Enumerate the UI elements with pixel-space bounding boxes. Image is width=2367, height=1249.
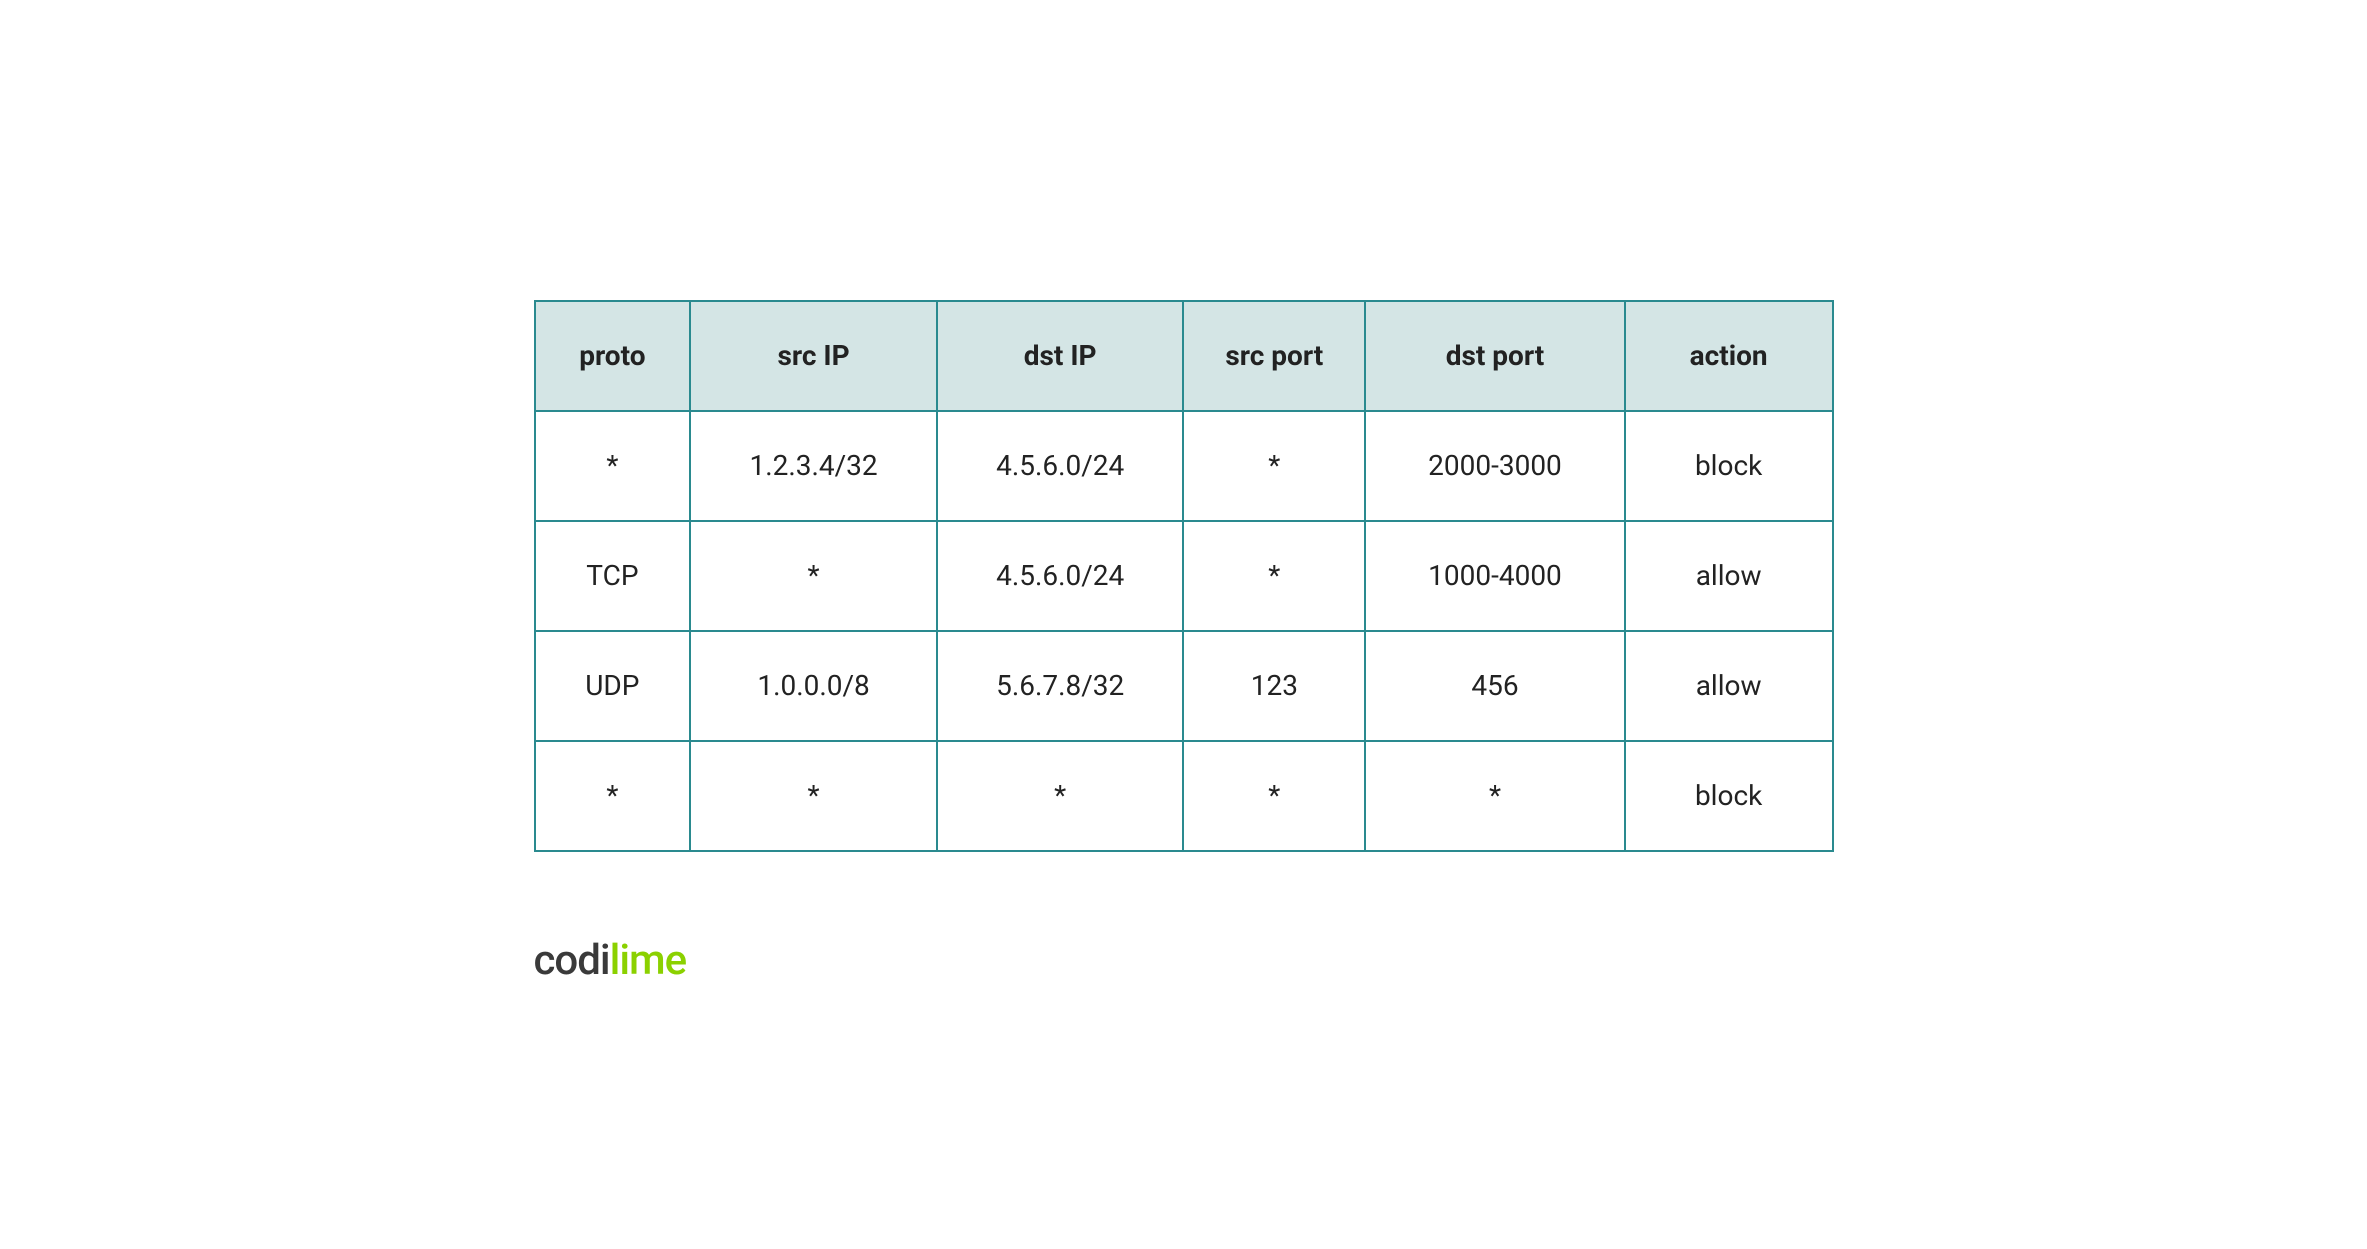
cell: block (1625, 411, 1833, 521)
cell: TCP (535, 521, 691, 631)
cell: * (690, 741, 937, 851)
cell: 4.5.6.0/24 (937, 411, 1184, 521)
firewall-rules-table: proto src IP dst IP src port dst port ac… (534, 300, 1834, 852)
cell: * (1183, 521, 1365, 631)
table-row: * * * * * block (535, 741, 1833, 851)
table-row: UDP 1.0.0.0/8 5.6.7.8/32 123 456 allow (535, 631, 1833, 741)
cell: * (1183, 741, 1365, 851)
cell: * (1365, 741, 1625, 851)
table-body: * 1.2.3.4/32 4.5.6.0/24 * 2000-3000 bloc… (535, 411, 1833, 851)
header-cell: src IP (690, 301, 937, 411)
logo-part-codi: codi (534, 936, 610, 985)
cell: 4.5.6.0/24 (937, 521, 1184, 631)
cell: allow (1625, 521, 1833, 631)
cell: * (690, 521, 937, 631)
cell: 1.0.0.0/8 (690, 631, 937, 741)
cell: 123 (1183, 631, 1365, 741)
table-head: proto src IP dst IP src port dst port ac… (535, 301, 1833, 411)
header-cell: proto (535, 301, 691, 411)
logo-part-lime: lime (610, 936, 687, 985)
table-row: * 1.2.3.4/32 4.5.6.0/24 * 2000-3000 bloc… (535, 411, 1833, 521)
header-cell: src port (1183, 301, 1365, 411)
cell: * (1183, 411, 1365, 521)
header-cell: action (1625, 301, 1833, 411)
codilime-logo: codilime (534, 940, 687, 982)
header-row: proto src IP dst IP src port dst port ac… (535, 301, 1833, 411)
cell: 2000-3000 (1365, 411, 1625, 521)
cell: 1.2.3.4/32 (690, 411, 937, 521)
cell: allow (1625, 631, 1833, 741)
figure-canvas: proto src IP dst IP src port dst port ac… (434, 230, 1934, 1020)
cell: * (937, 741, 1184, 851)
cell: 1000-4000 (1365, 521, 1625, 631)
header-cell: dst IP (937, 301, 1184, 411)
cell: UDP (535, 631, 691, 741)
cell: 5.6.7.8/32 (937, 631, 1184, 741)
cell: block (1625, 741, 1833, 851)
cell: 456 (1365, 631, 1625, 741)
cell: * (535, 741, 691, 851)
header-cell: dst port (1365, 301, 1625, 411)
table-row: TCP * 4.5.6.0/24 * 1000-4000 allow (535, 521, 1833, 631)
cell: * (535, 411, 691, 521)
